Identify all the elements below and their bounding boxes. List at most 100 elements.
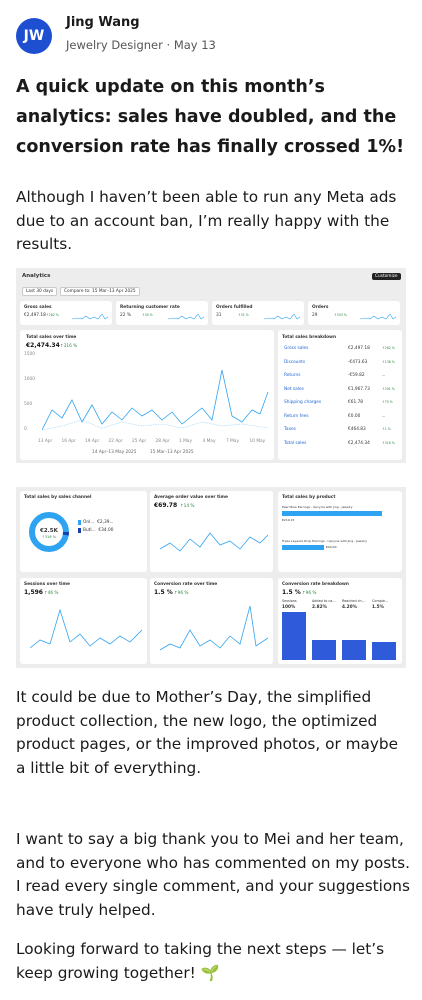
y-tick-label: 500 (24, 402, 33, 407)
x-tick-label: 28 Apr (155, 439, 170, 444)
step-label: Sessions (282, 599, 297, 603)
paragraph: Looking forward to taking the next steps… (16, 940, 385, 982)
avatar[interactable]: JW (16, 18, 52, 54)
row-change: ↑1 % (382, 427, 391, 431)
x-tick-label: 1 May (179, 439, 192, 444)
row-label: Taxes (284, 427, 296, 432)
y-tick-label: 1500 (24, 352, 35, 357)
row-value: -€473.63 (348, 359, 368, 365)
card-value: 1.5 % (154, 589, 173, 596)
line-chart (160, 532, 268, 552)
product-value: €90.00 (326, 545, 337, 549)
funnel-bar (312, 640, 336, 660)
row-value: -€59.82 (348, 373, 365, 378)
metric-value: €2,497.18 (24, 313, 46, 318)
chart-card: Conversion rate breakdown 1.5 % ↑96 % Se… (278, 578, 402, 664)
metric-label: Orders fulfilled (216, 305, 253, 310)
row-value: €0.00 (348, 413, 361, 419)
row-change: ↑282 % (382, 346, 395, 350)
line-chart (30, 608, 142, 649)
post-title: A quick update on this month’s analytics… (16, 77, 405, 157)
x-tick-label: 7 May (226, 439, 239, 444)
sparkline (72, 313, 108, 320)
x-tick-label: 19 Apr (85, 439, 100, 444)
row-value: €464.83 (348, 427, 366, 432)
legend-label: Butl... (83, 528, 96, 533)
card-title: Conversion rate over time (154, 582, 218, 587)
metric-label: Gross sales (24, 305, 52, 310)
legend: Butl... €34.00 (78, 528, 113, 533)
card-value: 1,596 (24, 589, 43, 596)
bar (282, 545, 324, 550)
row-change: ↑291 % (382, 386, 395, 391)
separator: · (166, 38, 171, 52)
metric-change: ↑30 % (142, 313, 153, 317)
card-title: Total sales by sales channel (24, 495, 92, 500)
row-change: ↑75 % (382, 400, 393, 404)
x-tick-label: 4 May (202, 439, 216, 444)
product: Pearl Bow Earrings - Upcycle with Jing -… (282, 505, 353, 509)
chart-card: Total sales over time €2,474.34 ↑316 % 1… (20, 330, 274, 460)
row-label: Discounts (284, 359, 306, 365)
bar (282, 511, 382, 516)
chart-card: Average order value over time €69.78 ↑14… (150, 491, 273, 572)
line-chart (42, 369, 269, 431)
screenshot[interactable]: Analytics Customize Last 30 days Compare… (16, 268, 406, 463)
legend-label: Onl... (83, 520, 95, 525)
row-value: €2,497.18 (348, 346, 370, 351)
metric-value: 22 % (120, 313, 131, 318)
metric-change: ↑282 % (46, 313, 59, 317)
paragraph: It could be due to Mother’s Day, the sim… (16, 688, 399, 777)
chart-card: Total sales by sales channel €2.5K ↑316 … (20, 491, 147, 572)
sparkline (264, 313, 300, 320)
donut-change: ↑316 % (42, 535, 57, 539)
metric-label: Returning customer rate (120, 305, 180, 310)
card-title: Total sales by product (282, 495, 336, 500)
paragraph: I want to say a big thank you to Mei and… (16, 830, 410, 919)
card-title: Total sales breakdown (282, 335, 337, 340)
filter: Compare to: 15 Mar–13 Apr 2025 (60, 287, 140, 296)
x-tick-label: 22 Apr (108, 439, 123, 444)
step-label: Comple... (372, 599, 389, 603)
row-change: ↑138 % (382, 359, 395, 364)
x-tick-label: 13 Apr (38, 439, 53, 444)
chart-card: Conversion rate over time 1.5 % ↑96 % (150, 578, 273, 664)
row-label: Returns (284, 373, 301, 378)
x-tick-label: 16 Apr (61, 439, 76, 444)
row-change: — (382, 373, 386, 377)
row-value: €1,967.73 (348, 386, 370, 392)
step-label: Reached ch... (342, 599, 365, 603)
chart-card: Sessions over time 1,596 ↑46 % (20, 578, 147, 664)
row-value: €2,474.34 (348, 440, 370, 446)
metric-card: Returning customer rate 22 % ↑30 % (116, 301, 208, 325)
card-title: Sessions over time (24, 582, 70, 587)
step-value: 1.5% (372, 605, 384, 610)
row-label: Gross sales (284, 346, 309, 351)
legend-value: €2,39... (97, 520, 114, 525)
meta: Jewelry Designer · May 13 (66, 38, 216, 52)
card-change: ↑14 % (180, 503, 195, 509)
funnel-bar (342, 640, 366, 660)
metric-card: Orders fulfilled 31 ↑31 % (212, 301, 304, 325)
row-change: ↑316 % (382, 440, 395, 445)
author[interactable]: Jing Wang (66, 15, 140, 30)
card-change: ↑96 % (174, 590, 189, 596)
metric-card: Gross sales €2,497.18 ↑282 % (20, 301, 112, 325)
row-label: Total sales (284, 440, 307, 446)
legend-value: €34.00 (98, 528, 114, 533)
screenshot[interactable]: Total sales by sales channel €2.5K ↑316 … (16, 487, 406, 668)
row-label: Net sales (284, 386, 304, 392)
card-value: €2,474.34 (26, 342, 60, 349)
legend: Onl... €2,39... (78, 520, 114, 525)
step-value: 100% (282, 605, 296, 610)
sparkline (168, 313, 204, 320)
funnel-bar (372, 642, 396, 660)
step-value: 4.20% (342, 605, 357, 610)
role: Jewelry Designer (66, 38, 163, 52)
row-change: — (382, 413, 386, 418)
card-value: €69.78 (154, 502, 178, 509)
card-title: Average order value over time (154, 495, 228, 500)
x-tick-label: 10 May (249, 439, 266, 444)
filter: Last 30 days (22, 287, 58, 296)
